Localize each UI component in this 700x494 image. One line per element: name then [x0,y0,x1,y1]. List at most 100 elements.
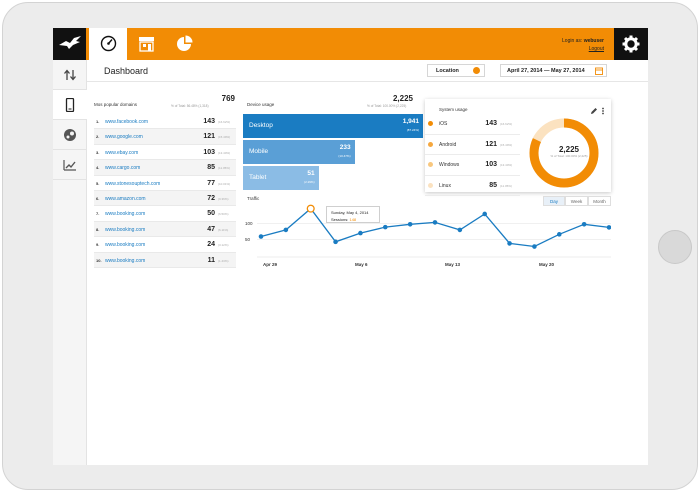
domain-link[interactable]: www.booking.com [105,226,146,233]
domain-rank: 9. [96,242,100,248]
device-bar-tablet[interactable]: Tablet 51 (2.29%) [243,166,319,190]
page-header: Dashboard Location April 27, 2014 — May … [87,60,648,82]
domain-pct: (13.40%) [218,150,231,155]
domain-link[interactable]: www.amazon.com [105,196,146,202]
domains-total: 769 [221,94,235,103]
domain-link[interactable]: www.booking.com [105,211,146,218]
data-point[interactable] [382,224,388,230]
data-point[interactable] [556,232,562,237]
list-item[interactable]: Android 121 (15.49%) [425,135,520,155]
domain-link[interactable]: www.booking.com [105,257,146,264]
table-row[interactable]: 6. www.amazon.com 72 (9.36%) [94,191,236,207]
data-point[interactable] [457,227,463,233]
domain-link[interactable]: www.google.com [105,134,143,141]
domain-link[interactable]: www.stonesouptech.com [105,180,161,187]
domain-value: 77 [207,179,215,187]
gauge-icon[interactable] [89,28,127,60]
pie-chart-icon[interactable] [165,28,203,60]
system-name: iOS [439,121,448,127]
domain-rank: 6. [96,196,100,201]
data-point[interactable] [482,211,488,217]
tooltip-sessions-value: 148 [349,217,357,222]
location-label: Location [436,68,459,74]
calendar-icon[interactable] [595,67,603,75]
location-select[interactable]: Location [427,64,485,77]
card-icons [590,102,606,120]
table-row[interactable]: 8. www.booking.com 47 (6.11%) [94,221,236,238]
page-title: Dashboard [104,66,149,76]
gear-icon[interactable] [614,28,648,60]
legend-dot-icon [428,182,433,188]
device-bar-pct: (2.29%) [304,180,315,184]
tab-week[interactable]: Week [565,196,588,206]
domain-value: 11 [207,256,215,264]
mobile-device-icon[interactable] [53,90,87,120]
data-point[interactable] [333,239,338,245]
table-row[interactable]: 2. www.google.com 121 (15.49%) [94,129,236,145]
domain-link[interactable]: www.ebay.com [105,149,139,156]
edit-icon[interactable] [591,108,597,114]
system-pct: (11.05%) [500,183,512,188]
bird-logo-icon[interactable] [53,28,86,60]
top-bar: Login as: webuser Logout [53,28,648,60]
line-chart-icon[interactable] [53,150,87,180]
tooltip-sessions-label: Sessions: [331,217,349,222]
traffic-line-chart: 100 50 Apr 29 May 6 May 13 May 20 [245,204,611,267]
domain-value: 85 [207,164,215,172]
y-tick-label: 50 [245,237,251,242]
list-item[interactable]: Windows 103 (13.40%) [425,155,520,176]
donut-total: 2,225 [558,145,580,154]
data-point[interactable] [581,221,587,227]
domain-rank: 4. [96,165,100,171]
logout-link[interactable]: Logout [588,46,604,52]
table-row[interactable]: 10. www.booking.com 11 (1.43%) [94,252,236,268]
domain-rank: 2. [96,134,100,140]
domain-link[interactable]: www.booking.com [105,242,146,249]
data-point[interactable] [258,234,264,239]
table-row[interactable]: 4. www.cargo.com 85 (11.05%) [94,160,236,176]
device-bar-pct: (10.47%) [338,154,351,158]
table-row[interactable]: 3. www.ebay.com 103 (13.40%) [94,145,236,161]
system-name: Android [439,141,457,148]
domain-link[interactable]: www.facebook.com [105,119,149,125]
device-bar-desktop[interactable]: Desktop 1,941 (87.24%) [243,114,423,138]
domain-pct: (16.62%) [218,120,231,124]
device-bar-mobile[interactable]: Mobile 233 (10.47%) [243,140,355,164]
domain-link[interactable]: www.cargo.com [105,165,141,172]
more-vertical-icon[interactable] [602,107,604,115]
home-button[interactable] [658,230,692,264]
system-pct: (15.49%) [500,142,513,147]
data-point[interactable] [358,230,363,236]
table-row[interactable]: 9. www.booking.com 24 (3.12%) [94,237,236,253]
tab-month[interactable]: Month [588,196,611,206]
domain-value: 143 [203,118,215,125]
steam-icon[interactable] [53,120,87,150]
table-row[interactable]: 7. www.booking.com 50 (6.50%) [94,206,236,222]
data-point[interactable] [507,241,512,246]
domain-rank: 10. [96,257,102,263]
data-point[interactable] [532,244,537,249]
data-point[interactable] [407,221,413,227]
domain-rank: 8. [96,226,100,232]
data-point[interactable] [606,225,611,230]
store-icon[interactable] [127,28,165,60]
domain-pct: (11.05%) [218,166,230,171]
legend-dot-icon [428,162,433,167]
donut-sub: % of Total: 100.00% (2,225) [550,154,588,158]
tab-day[interactable]: Day [543,196,565,206]
data-point[interactable] [283,227,289,233]
list-item[interactable]: iOS 143 (16.62%) [425,114,520,135]
data-point[interactable] [432,220,438,225]
date-range-picker[interactable]: April 27, 2014 — May 27, 2014 [500,64,607,77]
system-value: 103 [485,161,497,168]
x-tick-label: May 6 [355,262,368,267]
traffic-series-line [260,207,610,248]
table-row[interactable]: 5. www.stonesouptech.com 77 (10.01%) [94,176,236,191]
traffic-tabs: Day Week Month [543,196,611,206]
highlighted-point[interactable] [306,204,315,213]
list-item[interactable]: Linux 85 (11.05%) [425,176,520,196]
system-usage-title: System usage [439,107,468,112]
legend-dot-icon [428,141,433,147]
sort-arrows-icon[interactable] [53,60,87,90]
table-row[interactable]: 1. www.facebook.com 143 (16.62%) [94,114,236,130]
